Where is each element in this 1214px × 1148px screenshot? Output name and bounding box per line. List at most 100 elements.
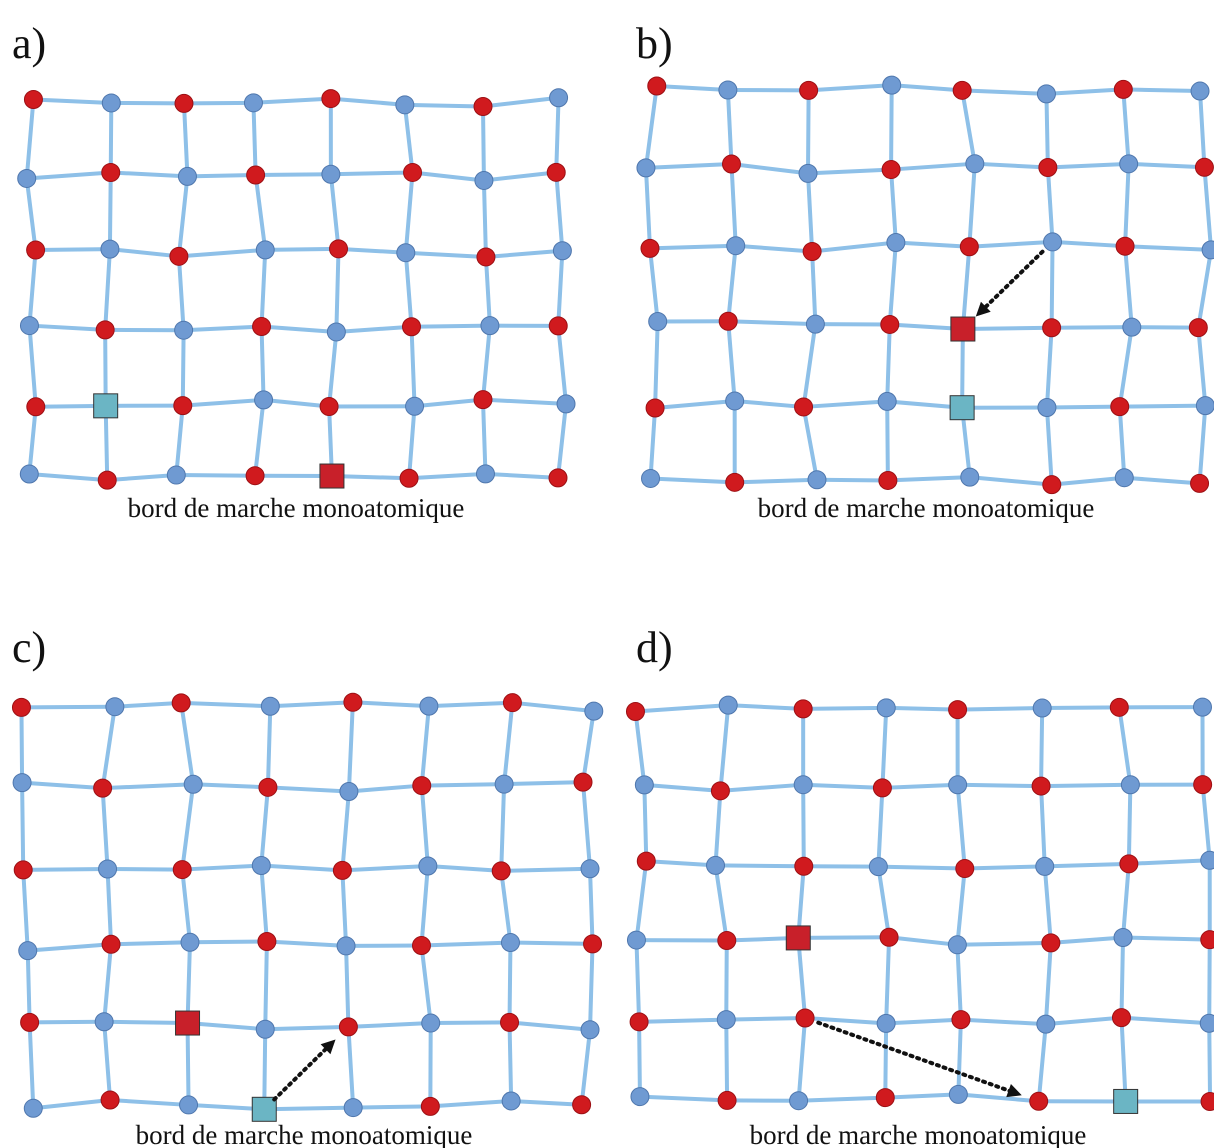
bond [346, 1021, 433, 1029]
panel-a-label: a) [12, 19, 46, 68]
blue-atom [183, 774, 203, 794]
red-atom [948, 700, 968, 720]
red-atom [1111, 1008, 1131, 1028]
bond [724, 1017, 730, 1103]
panel-b-lattice [636, 75, 1214, 495]
red-atom [174, 93, 194, 113]
dotted-arrow-shaft [816, 1020, 1017, 1095]
bond [402, 102, 415, 175]
bond [419, 782, 507, 788]
blue-atom [876, 1013, 896, 1033]
red-square-marker [319, 463, 345, 489]
red-atom [629, 1012, 649, 1032]
bond [647, 246, 660, 324]
red-atom [1115, 236, 1135, 256]
bond [334, 246, 341, 334]
blue-atom [948, 1084, 968, 1104]
red-square-marker [175, 1010, 201, 1036]
red-atom [252, 317, 272, 337]
red-atom [491, 861, 511, 881]
bond [1048, 935, 1126, 945]
bond [327, 329, 339, 409]
bond [806, 171, 815, 254]
bond [180, 863, 264, 872]
red-atom [1041, 933, 1061, 953]
bond [259, 324, 266, 402]
blue-atom [1036, 84, 1056, 104]
panel-d-label: d) [636, 623, 673, 672]
bond [1117, 705, 1133, 787]
bond [732, 398, 806, 409]
bond [1196, 325, 1208, 408]
blue-atom [255, 240, 275, 260]
bond [412, 397, 485, 409]
bond [176, 247, 268, 259]
bond [889, 161, 977, 172]
bond [633, 703, 731, 714]
bond [960, 325, 1054, 332]
bond [713, 788, 723, 868]
bond [102, 1019, 113, 1103]
red-atom [20, 1012, 40, 1032]
red-atom [420, 1096, 440, 1116]
red-atom [97, 470, 117, 490]
bond [507, 940, 513, 1025]
bond [176, 174, 190, 259]
bond [1197, 403, 1208, 486]
red-atom [721, 154, 741, 174]
bond [960, 88, 1049, 96]
red-atom [473, 97, 493, 117]
bond [483, 248, 565, 259]
bond [502, 780, 586, 787]
bond [426, 700, 515, 709]
red-atom [1031, 776, 1051, 796]
bond [653, 319, 660, 411]
bond [185, 940, 192, 1026]
blue-atom [19, 316, 39, 336]
bond [653, 398, 737, 411]
bond [179, 700, 273, 709]
red-atom [1194, 157, 1214, 177]
bond [328, 172, 341, 251]
bond [403, 170, 415, 255]
bond [419, 704, 431, 788]
blue-atom [807, 470, 827, 490]
blue-atom [494, 774, 514, 794]
blue-atom [1119, 154, 1139, 174]
blue-atom [868, 857, 888, 877]
bond [801, 404, 819, 482]
blue-atom [798, 163, 818, 183]
bond [801, 322, 818, 409]
arrow-head [975, 301, 991, 317]
bond [336, 246, 408, 255]
red-atom [473, 390, 493, 410]
bond [713, 863, 806, 869]
blue-atom [421, 1013, 441, 1033]
red-atom [500, 1012, 520, 1032]
bond [889, 83, 965, 93]
bond [350, 700, 431, 709]
bond [103, 247, 112, 332]
bond [262, 1105, 356, 1112]
blue-atom [1032, 698, 1052, 718]
bond [181, 100, 256, 106]
bond [796, 1095, 888, 1103]
red-atom [718, 311, 738, 331]
red-atom [878, 470, 898, 490]
bond [481, 104, 486, 183]
bond [107, 247, 181, 259]
bond [409, 323, 492, 329]
red-atom [546, 162, 566, 182]
red-atom [879, 927, 899, 947]
bond [726, 319, 818, 327]
bond [955, 866, 967, 947]
bond [180, 397, 266, 408]
bond [351, 1104, 433, 1110]
red-atom [959, 237, 979, 257]
bond [801, 399, 890, 409]
bond [637, 1019, 642, 1099]
red-atom [583, 934, 603, 954]
bond [21, 867, 110, 872]
bond [253, 173, 268, 252]
bond [644, 859, 718, 868]
